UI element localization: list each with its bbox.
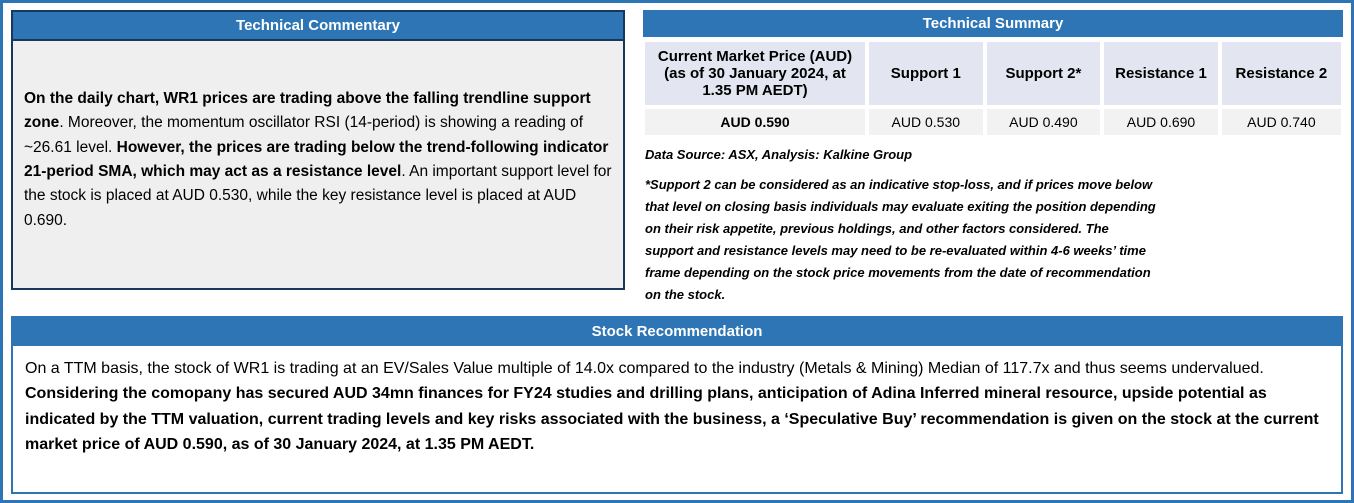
summary-value-resistance-1: AUD 0.690: [1102, 107, 1220, 137]
stock-recommendation-paragraph: On a TTM basis, the stock of WR1 is trad…: [25, 360, 1319, 453]
technical-summary-table: Current Market Price (AUD) (as of 30 Jan…: [643, 40, 1343, 137]
stock-recommendation-panel: Stock Recommendation On a TTM basis, the…: [11, 316, 1343, 494]
summary-col-support-2: Support 2*: [984, 40, 1103, 107]
summary-col-support-1: Support 1: [867, 40, 985, 107]
technical-summary-title: Technical Summary: [643, 10, 1343, 37]
support-2-footnote: *Support 2 can be considered as an indic…: [645, 177, 1156, 303]
summary-col-current-price: Current Market Price (AUD) (as of 30 Jan…: [643, 40, 867, 107]
stock-recommendation-title: Stock Recommendation: [13, 318, 1341, 346]
summary-value-row: AUD 0.590 AUD 0.530 AUD 0.490 AUD 0.690 …: [643, 107, 1343, 137]
summary-header-row: Current Market Price (AUD) (as of 30 Jan…: [643, 40, 1343, 107]
technical-commentary-paragraph: On the daily chart, WR1 prices are tradi…: [24, 90, 612, 229]
technical-commentary-panel: Technical Commentary On the daily chart,…: [11, 10, 625, 290]
data-source-note: Data Source: ASX, Analysis: Kalkine Grou…: [645, 147, 913, 162]
top-row: Technical Commentary On the daily chart,…: [11, 10, 1343, 302]
summary-value-support-2: AUD 0.490: [984, 107, 1103, 137]
technical-commentary-body: On the daily chart, WR1 prices are tradi…: [13, 41, 623, 288]
summary-value-support-1: AUD 0.530: [867, 107, 985, 137]
summary-col-resistance-1: Resistance 1: [1102, 40, 1220, 107]
summary-value-resistance-2: AUD 0.740: [1219, 107, 1343, 137]
technical-summary-panel: Technical Summary Current Market Price (…: [643, 10, 1343, 302]
technical-commentary-title: Technical Commentary: [13, 12, 623, 41]
stock-recommendation-body: On a TTM basis, the stock of WR1 is trad…: [13, 346, 1341, 492]
summary-col-resistance-2: Resistance 2: [1219, 40, 1343, 107]
summary-value-current-price: AUD 0.590: [643, 107, 867, 137]
